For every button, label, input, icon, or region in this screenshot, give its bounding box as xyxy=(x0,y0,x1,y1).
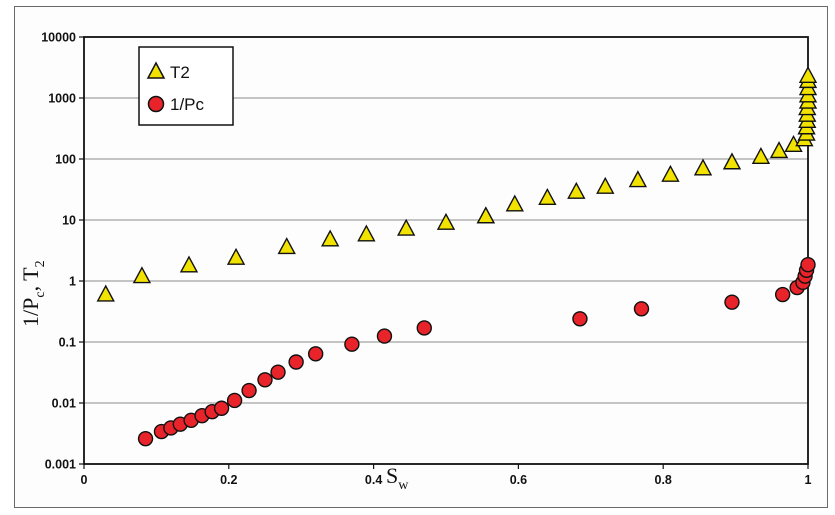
data-point-circle xyxy=(344,336,360,352)
data-point-circle xyxy=(307,346,324,362)
data-point-triangle xyxy=(798,65,818,84)
series-circle xyxy=(137,257,816,447)
data-point-triangle xyxy=(751,146,771,165)
x-tick-label: 0.6 xyxy=(510,473,527,487)
data-point-triangle xyxy=(436,212,456,230)
data-point-circle xyxy=(376,328,393,344)
x-tick-label: 0.2 xyxy=(220,473,237,487)
data-point-triangle xyxy=(628,170,648,188)
data-point-circle xyxy=(213,400,230,416)
legend: T2 1/Pc xyxy=(138,46,234,126)
y-tick-label: 10000 xyxy=(41,31,76,45)
data-point-triangle xyxy=(693,158,713,176)
data-point-circle xyxy=(257,372,273,388)
legend-circle-icon xyxy=(147,95,165,113)
legend-label-t2-base: T xyxy=(170,63,180,82)
y-tick-label: 0.1 xyxy=(59,336,76,350)
axis-ticks: 0.001 0.01 0.1 1 10 100 1000 10000 0 0.2 0.4 0.6 0.8… xyxy=(41,31,811,488)
x-tick-label: 0.4 xyxy=(365,473,382,487)
data-point-circle xyxy=(241,382,257,399)
y-tick-label: 1 xyxy=(69,275,76,289)
data-point-triangle xyxy=(722,152,742,170)
data-point-triangle xyxy=(132,266,152,284)
x-tick-label: 0 xyxy=(81,473,88,487)
data-point-triangle xyxy=(179,255,199,273)
series-triangle xyxy=(96,65,818,302)
y-axis-title-sub1: c xyxy=(33,291,48,297)
y-tick-label: 1000 xyxy=(48,92,76,106)
data-point-circle xyxy=(774,286,791,303)
data-point-triangle xyxy=(320,229,340,247)
data-point-triangle xyxy=(769,141,789,159)
data-points xyxy=(96,65,818,447)
data-point-triangle xyxy=(96,284,115,302)
data-point-triangle xyxy=(397,218,416,236)
data-point-triangle xyxy=(226,247,246,265)
data-point-circle xyxy=(270,364,286,380)
data-point-circle xyxy=(416,320,432,336)
legend-label-1pc: 1/Pc xyxy=(170,95,205,114)
y-tick-label: 10 xyxy=(62,214,76,228)
data-point-triangle xyxy=(596,176,615,194)
y-tick-label: 0.01 xyxy=(52,397,76,411)
y-axis-title-part1: 1/P xyxy=(18,298,43,327)
data-point-circle xyxy=(800,257,816,273)
data-point-circle xyxy=(137,430,154,447)
y-tick-label: 0.001 xyxy=(45,458,76,472)
data-point-triangle xyxy=(538,187,557,206)
data-point-triangle xyxy=(661,164,680,182)
data-point-triangle xyxy=(505,194,524,212)
plot-area xyxy=(83,36,809,465)
data-point-circle xyxy=(572,311,588,327)
data-point-circle xyxy=(288,354,304,370)
x-tick-label: 0.8 xyxy=(655,473,672,487)
data-point-circle xyxy=(633,301,650,317)
data-point-triangle xyxy=(476,206,495,224)
x-tick-label: 1 xyxy=(805,473,812,487)
data-point-triangle xyxy=(357,224,376,242)
data-point-triangle xyxy=(567,181,586,199)
legend-label-t2-sub: 2 xyxy=(180,63,189,82)
y-tick-label: 100 xyxy=(55,153,76,167)
x-axis-title-main: S xyxy=(386,463,398,488)
data-point-circle xyxy=(226,392,243,409)
y-axis-title-sub2: 2 xyxy=(33,260,48,267)
legend-label-t2: T2 xyxy=(170,63,190,82)
legend-triangle-icon xyxy=(146,61,166,79)
y-axis-title-part2: , T xyxy=(18,267,43,292)
y-axis-title: 1/Pc, T2 xyxy=(18,260,48,327)
data-point-triangle xyxy=(277,237,296,255)
data-point-circle xyxy=(724,294,740,310)
x-axis-title: Sw xyxy=(386,463,409,493)
gridlines xyxy=(84,97,808,404)
x-axis-title-sub: w xyxy=(398,478,409,493)
